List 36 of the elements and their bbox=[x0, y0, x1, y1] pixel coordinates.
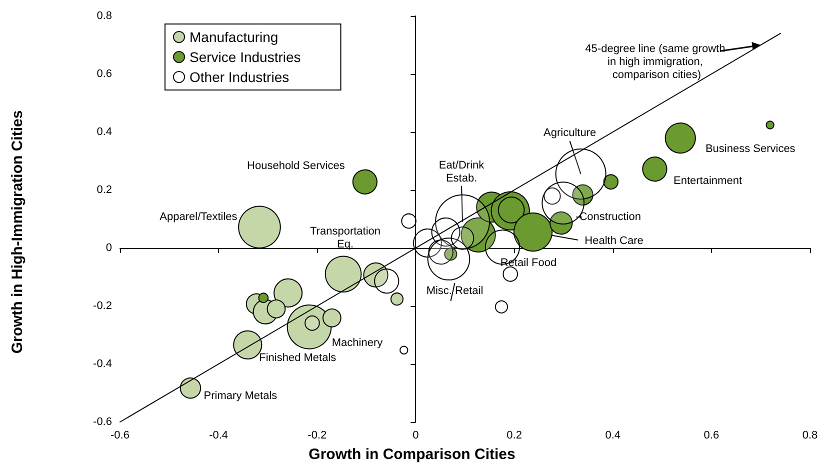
legend-label: Other Industries bbox=[190, 69, 290, 85]
y-tick-label: -0.6 bbox=[93, 416, 112, 428]
y-tick-label: 0.4 bbox=[96, 126, 112, 138]
annotation: Transportation Eq. bbox=[310, 226, 381, 251]
y-tick-label: -0.4 bbox=[93, 358, 112, 370]
annotation: Business Services bbox=[705, 143, 796, 156]
annotation: Eat/Drink Estab. bbox=[438, 159, 485, 184]
x-tick-label: -0.2 bbox=[308, 430, 327, 442]
annotation: Entertainment bbox=[674, 175, 742, 188]
annotation: Household Services bbox=[247, 160, 346, 172]
y-tick-label: -0.2 bbox=[93, 300, 112, 312]
annotation: Health Care bbox=[584, 235, 644, 248]
x-tick-label: 0.6 bbox=[704, 430, 720, 442]
annotation: Agriculture bbox=[544, 127, 596, 140]
annotation: Construction bbox=[579, 211, 641, 224]
annotation: Apparel/Textiles bbox=[160, 211, 238, 224]
annotation: Misc. Retail bbox=[426, 285, 484, 298]
x-axis-title: Growth in Comparison Cities bbox=[308, 446, 516, 463]
x-tick-label: 0.8 bbox=[802, 430, 818, 442]
y-tick-label: 0 bbox=[106, 242, 112, 254]
x-tick-label: 0 bbox=[412, 430, 419, 442]
annotation: Retail Food bbox=[500, 257, 557, 270]
x-tick-label: -0.4 bbox=[209, 430, 228, 442]
y-tick-label: 0.6 bbox=[96, 68, 112, 80]
legend-label: Service Industries bbox=[190, 49, 301, 65]
y-tick-label: 0.2 bbox=[96, 184, 112, 196]
x-tick-label: 0.4 bbox=[605, 430, 621, 442]
annotation: 45-degree line (same growth in high immigration, comparison cities) bbox=[585, 43, 728, 81]
annotation: Machinery bbox=[332, 336, 384, 349]
x-tick-label: -0.6 bbox=[110, 430, 130, 442]
legend-label: Manufacturing bbox=[190, 29, 278, 45]
annotation: Primary Metals bbox=[204, 390, 278, 402]
annotation: Finished Metals bbox=[259, 352, 337, 364]
y-axis-title: Growth in High-Immigration Cities bbox=[9, 110, 26, 354]
x-tick-label: 0.2 bbox=[506, 430, 522, 442]
y-tick-label: 0.8 bbox=[96, 10, 112, 22]
